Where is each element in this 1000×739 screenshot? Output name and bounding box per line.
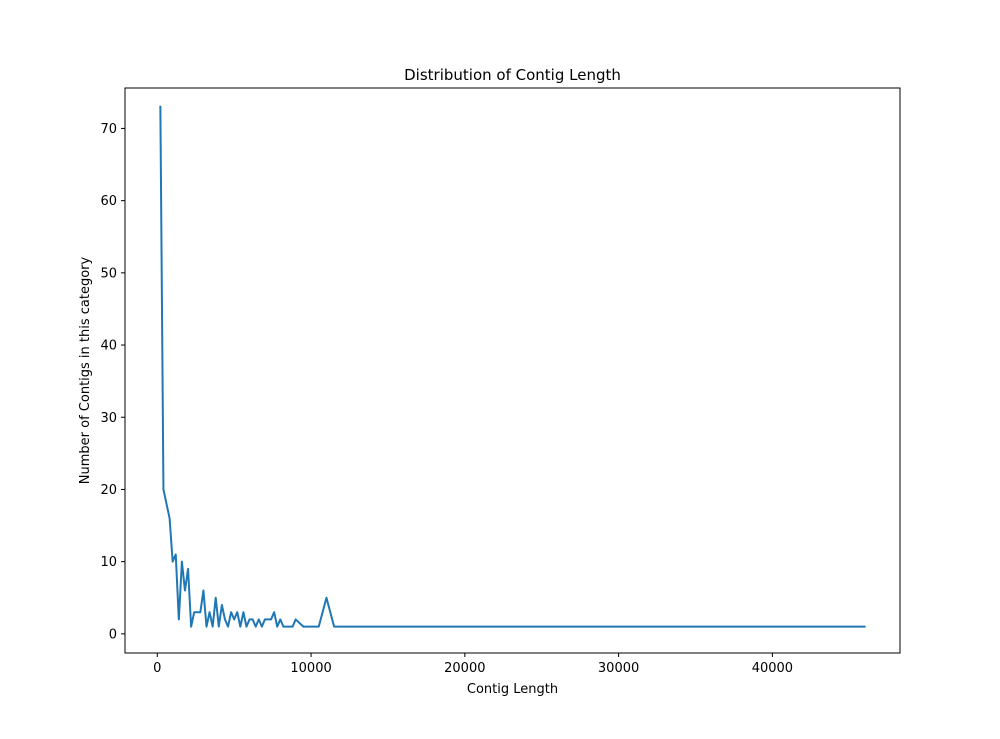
x-axis: 0 10000 20000 30000 40000 <box>153 653 793 676</box>
y-tick-label: 0 <box>109 627 117 642</box>
x-tick-label: 20000 <box>444 661 485 676</box>
y-tick-label: 70 <box>100 122 117 137</box>
y-tick-label: 40 <box>100 339 117 354</box>
y-tick-label: 50 <box>100 266 117 281</box>
y-axis-label: Number of Contigs in this category <box>78 256 93 484</box>
x-tick-label: 30000 <box>598 661 639 676</box>
y-axis: 0 10 20 30 40 50 60 70 <box>100 122 125 642</box>
y-tick-label: 20 <box>100 483 117 498</box>
x-tick-label: 0 <box>153 661 161 676</box>
x-tick-label: 40000 <box>752 661 793 676</box>
plot-area <box>159 105 866 628</box>
series-line-0 <box>159 105 866 628</box>
x-tick-label: 10000 <box>290 661 331 676</box>
y-tick-label: 10 <box>100 555 117 570</box>
chart-title: Distribution of Contig Length <box>404 66 621 84</box>
y-tick-label: 30 <box>100 411 117 426</box>
y-tick-label: 60 <box>100 194 117 209</box>
x-axis-label: Contig Length <box>467 682 558 697</box>
axes-frame <box>124 87 901 654</box>
